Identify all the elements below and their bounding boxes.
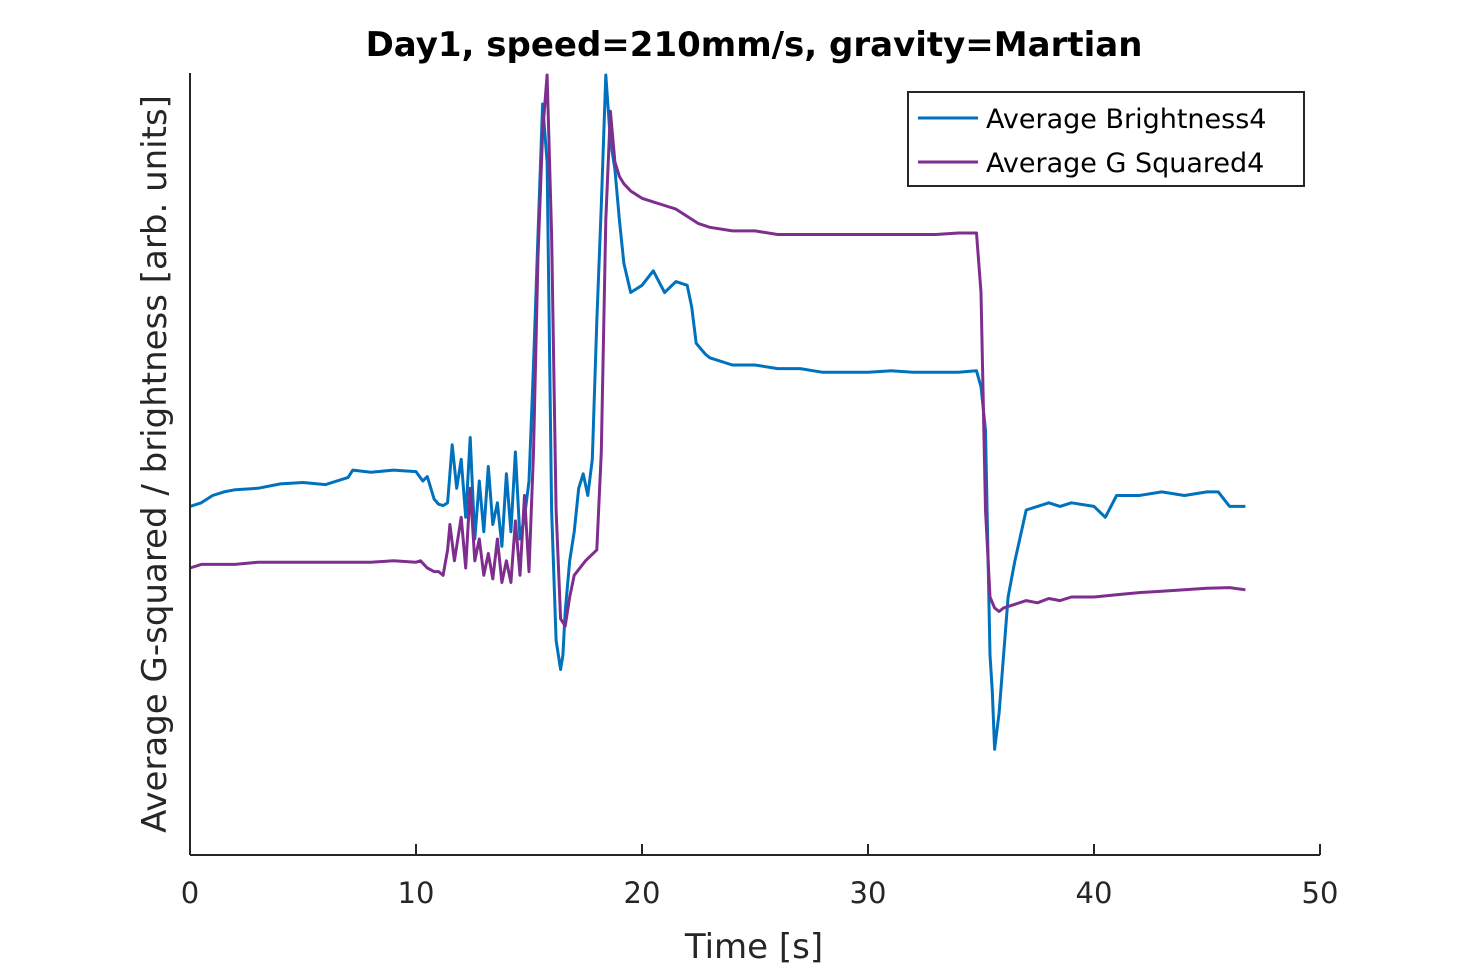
y-axis-label: Average G-squared / brightness [arb. uni…	[135, 95, 175, 833]
x-tick-label: 40	[1076, 876, 1113, 910]
x-axis-label: Time [s]	[684, 927, 823, 967]
legend-label-g-squared: Average G Squared4	[986, 148, 1264, 179]
axes-layer	[189, 73, 1320, 856]
series-layer	[189, 73, 1246, 751]
chart-title: Day1, speed=210mm/s, gravity=Martian	[366, 25, 1143, 65]
legend: Average Brightness4 Average G Squared4	[907, 91, 1305, 187]
x-tick-label: 30	[850, 876, 887, 910]
legend-box	[907, 91, 1305, 187]
x-tick-label: 0	[181, 876, 199, 910]
ticks-layer: 0 10 20 30 40 50	[181, 844, 1339, 910]
legend-label-brightness: Average Brightness4	[986, 104, 1266, 135]
x-tick-label: 20	[624, 876, 661, 910]
x-tick-label: 50	[1302, 876, 1339, 910]
x-tick-label: 10	[398, 876, 435, 910]
series-line-g-squared	[189, 73, 1246, 628]
series-line-brightness	[189, 73, 1246, 751]
